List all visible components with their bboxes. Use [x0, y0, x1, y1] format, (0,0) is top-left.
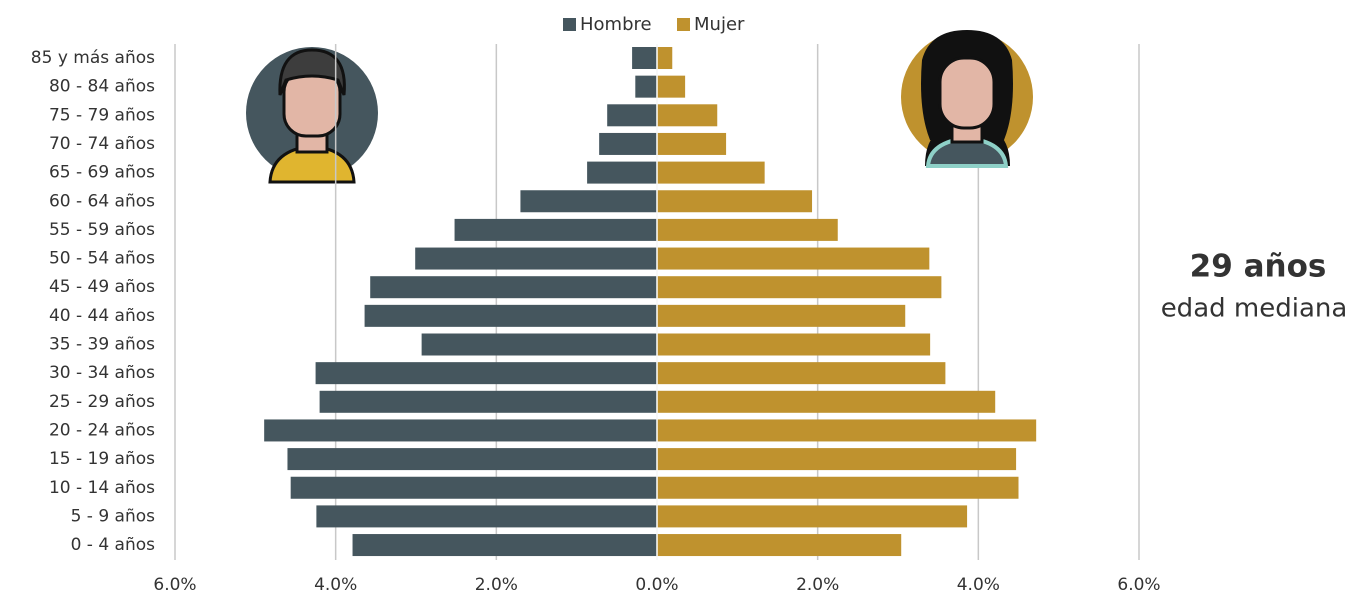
y-tick-label: 10 - 14 años [49, 478, 155, 498]
y-tick-label: 85 y más años [31, 48, 155, 68]
bar [370, 276, 657, 299]
bar [657, 161, 765, 184]
bar [352, 534, 657, 557]
woman-icon [901, 30, 1033, 168]
x-tick-label: 0.0% [635, 575, 678, 595]
x-tick-label: 4.0% [314, 575, 357, 595]
y-tick-label: 25 - 29 años [49, 392, 155, 412]
bar [290, 476, 657, 499]
x-tick-label: 2.0% [475, 575, 518, 595]
bar [319, 390, 657, 413]
bar [635, 75, 657, 98]
bar [599, 132, 657, 155]
y-tick-label: 35 - 39 años [49, 335, 155, 355]
y-tick-label: 30 - 34 años [49, 363, 155, 383]
annotation: edad mediana [1161, 294, 1348, 324]
bar [520, 190, 657, 213]
legend-swatch [677, 18, 690, 31]
x-tick-label: 2.0% [796, 575, 839, 595]
bar [657, 505, 968, 528]
bar [287, 448, 657, 471]
bar [657, 218, 838, 241]
bar [657, 419, 1037, 442]
bar [587, 161, 657, 184]
bar [415, 247, 657, 270]
plot: 0.0% 2.0% 2.0% 4.0% 4.0% 6.0% 6.0% 85 y más año… [31, 14, 1161, 595]
y-tick-label: 15 - 19 años [49, 449, 155, 469]
bar [632, 47, 657, 69]
y-tick-label: 55 - 59 años [49, 220, 155, 240]
bar [657, 390, 996, 413]
legend-swatch [563, 18, 576, 31]
bar [657, 190, 813, 213]
y-tick-label: 40 - 44 años [49, 306, 155, 326]
x-tick-label: 6.0% [153, 575, 196, 595]
bar [364, 304, 657, 327]
y-tick-label: 45 - 49 años [49, 277, 155, 297]
bar [657, 75, 686, 98]
y-tick-label: 0 - 4 años [71, 535, 156, 555]
y-tick-label: 65 - 69 años [49, 163, 155, 183]
y-tick-label: 20 - 24 años [49, 420, 155, 440]
x-tick-label: 4.0% [957, 575, 1000, 595]
y-tick-label: 60 - 64 años [49, 191, 155, 211]
bar [607, 104, 657, 127]
bar [454, 218, 657, 241]
bar [657, 247, 930, 270]
man-icon [246, 47, 378, 184]
legend-label: Mujer [694, 14, 745, 35]
bar [315, 362, 657, 385]
bar [657, 132, 727, 155]
annotation: 29 años [1190, 249, 1327, 285]
y-tick-label: 5 - 9 años [71, 506, 156, 526]
bar [657, 104, 718, 127]
bar [657, 333, 931, 356]
bar [657, 276, 942, 299]
bar [657, 476, 1019, 499]
bar [421, 333, 657, 356]
bar [657, 362, 946, 385]
y-tick-label: 80 - 84 años [49, 77, 155, 97]
bar [316, 505, 657, 528]
bar [657, 304, 906, 327]
y-tick-label: 50 - 54 años [49, 249, 155, 269]
x-tick-label: 6.0% [1117, 575, 1160, 595]
y-tick-label: 75 - 79 años [49, 105, 155, 125]
bar [264, 419, 657, 442]
y-tick-label: 70 - 74 años [49, 134, 155, 154]
bar [657, 534, 902, 557]
legend-label: Hombre [580, 14, 652, 35]
bar [657, 448, 1017, 471]
bar [657, 47, 673, 69]
